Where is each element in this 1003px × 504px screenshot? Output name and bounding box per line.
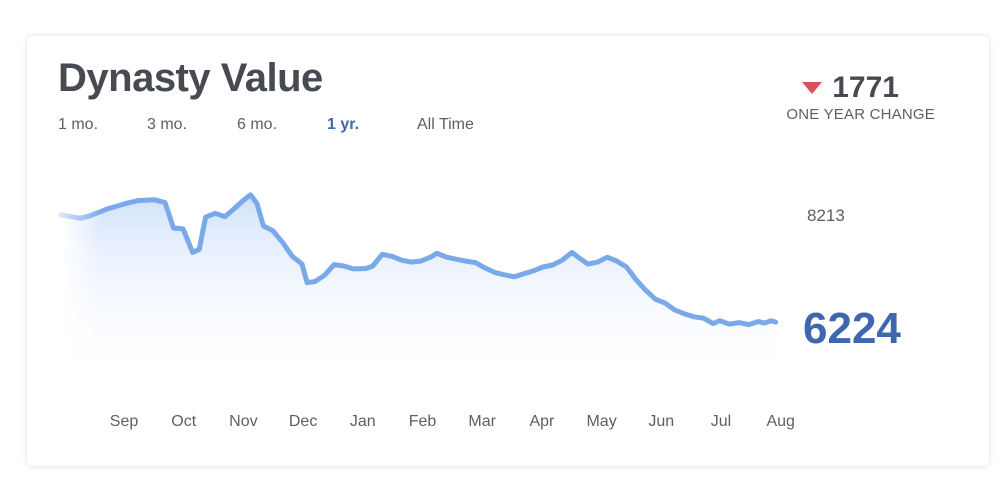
x-tick-label: Sep — [110, 413, 139, 430]
x-tick-label: Dec — [289, 413, 317, 430]
down-triangle-icon — [802, 82, 823, 94]
x-tick-label: Jul — [711, 413, 731, 430]
value-chart: Sep Oct Nov Dec Jan Feb Mar Apr May Jun Jul Aug — [58, 192, 795, 430]
card-title: Dynasty Value — [58, 56, 323, 100]
x-axis: Sep Oct Nov Dec Jan Feb Mar Apr May Jun Jul Aug — [110, 413, 795, 430]
x-tick-label: Jun — [648, 413, 674, 430]
x-tick-label: May — [586, 413, 616, 430]
high-value-label: 8213 — [807, 206, 845, 225]
current-value: 6224 — [803, 304, 901, 353]
x-tick-label: Aug — [766, 413, 794, 430]
change-label: ONE YEAR CHANGE — [786, 106, 935, 123]
x-tick-label: Mar — [468, 413, 496, 430]
dynasty-value-card: Dynasty Value 1 mo. 3 mo. 6 mo. 1 yr. Al… — [27, 36, 989, 466]
one-year-change: 1771 ONE YEAR CHANGE — [735, 72, 935, 126]
range-3-months[interactable]: 3 mo. — [147, 116, 188, 133]
x-tick-label: Apr — [529, 413, 555, 430]
x-tick-label: Jan — [350, 413, 376, 430]
x-tick-label: Nov — [229, 413, 257, 430]
left-fade-overlay — [61, 206, 101, 386]
value-area — [61, 194, 776, 386]
change-value: 1771 — [832, 71, 899, 104]
range-1-month[interactable]: 1 mo. — [58, 116, 99, 133]
range-6-months[interactable]: 6 mo. — [237, 116, 278, 133]
range-all-time[interactable]: All Time — [417, 116, 474, 133]
range-1-year[interactable]: 1 yr. — [327, 116, 360, 133]
value-line — [58, 192, 779, 328]
x-tick-label: Oct — [171, 413, 196, 430]
x-tick-label: Feb — [409, 413, 437, 430]
